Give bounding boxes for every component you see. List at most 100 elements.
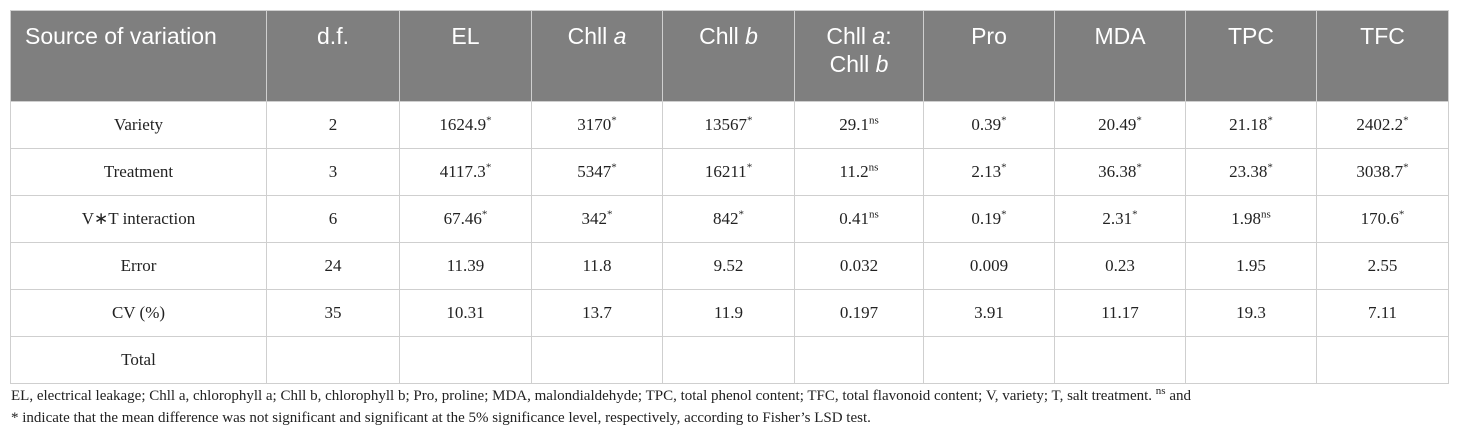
cell-mda: 20.49* — [1054, 101, 1186, 149]
header-tfc: TFC — [1316, 10, 1449, 102]
cell-mda — [1054, 336, 1186, 384]
cell-chlla: 5347* — [531, 148, 663, 196]
cell-pro: 0.009 — [923, 242, 1055, 290]
table-body: Variety 2 1624.9* 3170* 13567* 29.1ns 0.39* 20.… — [10, 101, 1449, 384]
cell-ratio: 29.1ns — [794, 101, 924, 149]
significance-mark: * — [611, 161, 617, 174]
cell-source: CV (%) — [10, 289, 267, 337]
cell-ratio — [794, 336, 924, 384]
cell-value: 11.9 — [713, 303, 744, 322]
table-row: Treatment 3 4117.3* 5347* 16211* 11.2ns 2.13* 3… — [10, 148, 1449, 196]
significance-mark: ns — [868, 161, 879, 174]
cell-el: 11.39 — [399, 242, 532, 290]
significance-mark: * — [1136, 114, 1142, 127]
cell-value: 67.46 — [443, 209, 482, 228]
cell-chlla: 13.7 — [531, 289, 663, 337]
cell-source: Total — [10, 336, 267, 384]
cell-mda: 36.38* — [1054, 148, 1186, 196]
cell-value: 11.2 — [839, 162, 869, 181]
cell-value: 19.3 — [1236, 303, 1266, 322]
anova-table: Source of variation d.f. EL Chll a Chll … — [10, 10, 1449, 384]
header-ratio-l2-italic: b — [875, 51, 889, 77]
cell-tpc: 19.3 — [1185, 289, 1317, 337]
cell-tpc — [1185, 336, 1317, 384]
cell-value: 4117.3 — [439, 162, 486, 181]
cell-source: Error — [10, 242, 267, 290]
cell-value: 13567 — [704, 115, 748, 134]
cell-pro — [923, 336, 1055, 384]
cell-chlla: 3170* — [531, 101, 663, 149]
footnote-ns-mark: ns — [1155, 385, 1166, 397]
cell-value: 342 — [581, 209, 608, 228]
cell-value: 20.49 — [1098, 115, 1137, 134]
cell-value: 1.95 — [1236, 256, 1266, 275]
header-mda: MDA — [1054, 10, 1186, 102]
significance-mark: * — [747, 114, 753, 127]
cell-chllb — [662, 336, 795, 384]
cell-value: 0.23 — [1105, 256, 1135, 275]
cell-tfc: 2.55 — [1316, 242, 1449, 290]
anova-table-container: Source of variation d.f. EL Chll a Chll … — [10, 10, 1449, 384]
cell-df: 24 — [266, 242, 400, 290]
cell-chlla: 11.8 — [531, 242, 663, 290]
cell-value: 11.8 — [582, 256, 612, 275]
header-pro: Pro — [923, 10, 1055, 102]
cell-value: 16211 — [704, 162, 747, 181]
cell-ratio: 0.197 — [794, 289, 924, 337]
cell-source: Treatment — [10, 148, 267, 196]
cell-chllb: 9.52 — [662, 242, 795, 290]
cell-tfc: 170.6* — [1316, 195, 1449, 243]
significance-mark: ns — [868, 208, 879, 221]
cell-value: 0.009 — [969, 256, 1009, 275]
cell-value: 0.19 — [971, 209, 1002, 228]
significance-mark: * — [746, 161, 753, 174]
header-ratio-l2-text: Chll — [829, 51, 876, 77]
significance-mark: * — [1267, 161, 1273, 174]
cell-value: 13.7 — [582, 303, 612, 322]
cell-chllb: 842* — [662, 195, 795, 243]
header-source: Source of variation — [10, 10, 267, 102]
cell-el — [399, 336, 532, 384]
cell-tpc: 1.95 — [1185, 242, 1317, 290]
significance-mark: * — [611, 114, 617, 127]
header-ratio-l1-text: Chll — [826, 23, 873, 49]
significance-mark: * — [1132, 208, 1138, 221]
cell-value: 1.98 — [1231, 209, 1261, 228]
cell-value: 2.55 — [1367, 256, 1398, 275]
cell-value: 0.41 — [839, 209, 869, 228]
cell-df: 3 — [266, 148, 400, 196]
table-footnote: EL, electrical leakage; Chll a, chloroph… — [11, 385, 1451, 429]
table-row: Error 24 11.39 11.8 9.52 0.032 0.009 0.23 1.95 2.… — [10, 242, 1449, 290]
header-ratio-l1-italic: a — [872, 23, 886, 49]
cell-pro: 0.39* — [923, 101, 1055, 149]
header-chllb-italic: b — [745, 23, 758, 49]
cell-el: 1624.9* — [399, 101, 532, 149]
cell-df: 2 — [266, 101, 400, 149]
header-row: Source of variation d.f. EL Chll a Chll … — [10, 10, 1449, 102]
significance-mark: * — [1001, 161, 1007, 174]
cell-source: Variety — [10, 101, 267, 149]
footnote-line-2: * indicate that the mean difference was … — [11, 410, 871, 426]
header-chllb: Chll b — [662, 10, 795, 102]
cell-chlla: 342* — [531, 195, 663, 243]
cell-tpc: 23.38* — [1185, 148, 1317, 196]
table-row: V∗T interaction 6 67.46* 342* 842* 0.41ns 0.19… — [10, 195, 1449, 243]
cell-tfc: 3038.7* — [1316, 148, 1449, 196]
cell-chlla — [531, 336, 663, 384]
cell-tpc: 1.98ns — [1185, 195, 1317, 243]
cell-value: 842 — [713, 209, 739, 228]
cell-tfc: 7.11 — [1316, 289, 1449, 337]
cell-chllb: 11.9 — [662, 289, 795, 337]
cell-el: 67.46* — [399, 195, 532, 243]
significance-mark: * — [1267, 114, 1273, 127]
cell-value: 0.032 — [839, 256, 879, 275]
cell-value: 9.52 — [713, 256, 744, 275]
cell-df: 6 — [266, 195, 400, 243]
significance-mark: ns — [868, 114, 879, 127]
cell-value: 0.39 — [971, 115, 1002, 134]
cell-pro: 3.91 — [923, 289, 1055, 337]
header-chlla-italic: a — [613, 23, 627, 49]
table-row: Total — [10, 336, 1449, 384]
cell-value: 5347 — [577, 162, 612, 181]
header-df: d.f. — [266, 10, 400, 102]
